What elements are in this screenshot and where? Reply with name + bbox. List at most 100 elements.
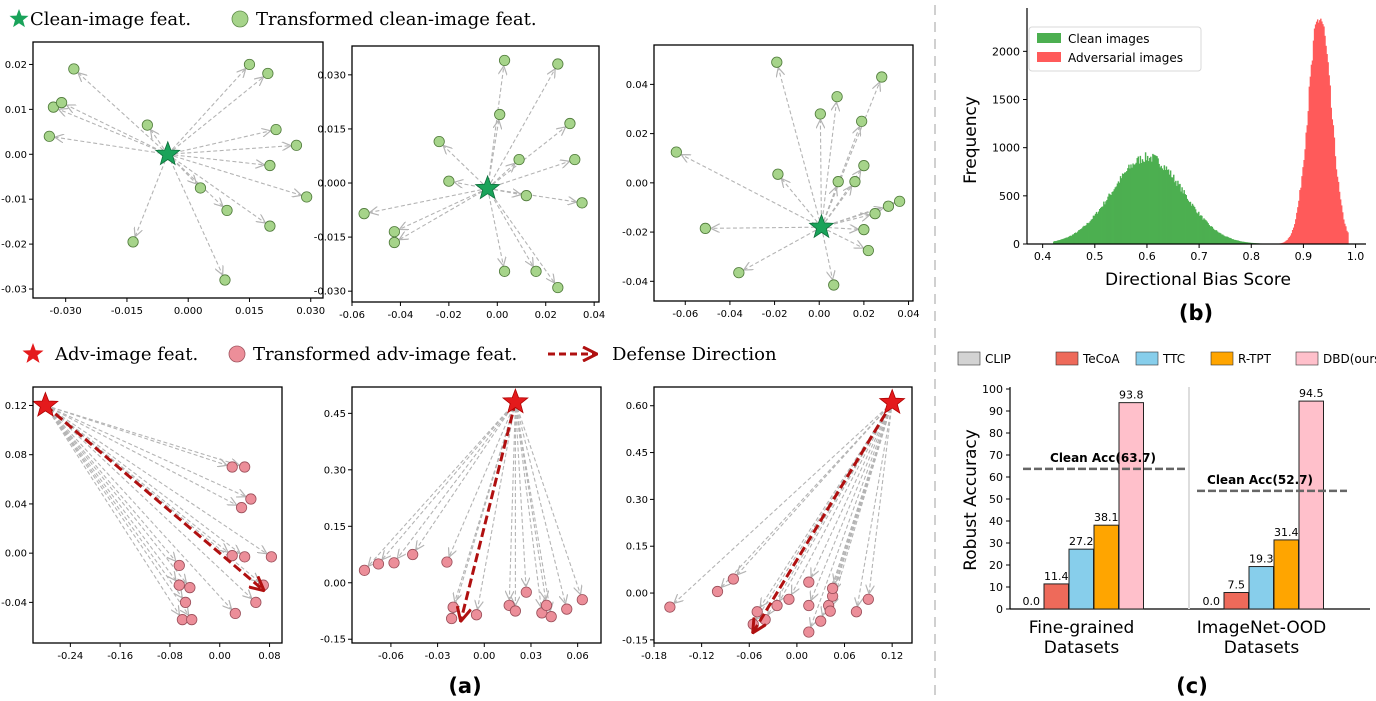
hist-bin xyxy=(1342,212,1344,244)
hist-bin xyxy=(1175,180,1177,244)
hist-bin xyxy=(1090,219,1093,244)
hist-bin xyxy=(1334,156,1337,244)
y-tick-label: 0 xyxy=(1013,238,1020,251)
hist-bin xyxy=(1321,21,1323,245)
arrow-link xyxy=(757,402,893,619)
hist-bin xyxy=(1223,235,1225,244)
hist-bin xyxy=(1296,212,1298,244)
y-tick-label: 70 xyxy=(989,449,1003,462)
hist-bin xyxy=(1229,237,1231,244)
bar xyxy=(1223,592,1249,610)
bar-value-label: 19.3 xyxy=(1249,553,1274,566)
hist-bin xyxy=(1066,237,1069,244)
arrow-link xyxy=(820,120,821,228)
hist-bin xyxy=(1178,184,1180,244)
panel-label-a: (a) xyxy=(448,674,481,698)
data-point xyxy=(815,615,827,627)
hist-bin xyxy=(1055,241,1057,244)
x-tick-label: 0.030 xyxy=(296,306,325,317)
arrow-link xyxy=(167,153,301,195)
hist-bin xyxy=(1340,205,1343,244)
y-tick-label: 0.15 xyxy=(626,542,648,553)
arrow-link xyxy=(823,402,893,615)
hist-bin xyxy=(1129,168,1131,244)
arrow-link xyxy=(812,402,893,577)
x-tick-label: 0.00 xyxy=(808,309,830,320)
hist-bin xyxy=(1098,209,1101,244)
data-point xyxy=(301,191,313,203)
x-tick-label: 0.6 xyxy=(1138,250,1156,263)
hist-bin xyxy=(1166,169,1169,244)
hist-bin xyxy=(1105,201,1107,244)
bar-legend-swatch xyxy=(1295,351,1319,366)
histogram-plot: 0.4 0.5 0.6 0.7 0.8 0.9 1.0 0 500 1000 1500 2000 Cle… xyxy=(992,8,1366,263)
y-tick-label: 100 xyxy=(982,383,1003,396)
hist-bin xyxy=(1097,211,1100,244)
hist-bin xyxy=(1328,75,1330,244)
hist-bin xyxy=(1168,174,1171,244)
data-point xyxy=(828,279,840,291)
arrow-link xyxy=(167,69,245,155)
hist-bin xyxy=(1325,45,1327,244)
arrow-link xyxy=(455,182,488,189)
bar-legend-label: TTC xyxy=(1162,352,1185,366)
hist-bin xyxy=(1205,220,1207,244)
hist-bin xyxy=(1167,169,1170,244)
data-point xyxy=(194,182,207,194)
y-tick-label: 0.60 xyxy=(626,401,648,412)
hist-bin xyxy=(1307,111,1310,244)
data-point xyxy=(447,601,459,613)
arrow-link xyxy=(449,401,516,556)
hist-bin xyxy=(1071,234,1074,244)
data-point xyxy=(388,236,400,249)
data-point xyxy=(433,135,445,148)
hist-bin xyxy=(1331,119,1334,244)
plot-frame xyxy=(653,386,913,644)
arrow-link xyxy=(514,401,550,610)
data-point xyxy=(576,197,588,209)
adv-scatter-plot-2: -0.06 -0.03 0.00 0.03 0.06 -0.15 0.00 0.15 0.30 0… xyxy=(320,386,602,662)
arrow-link xyxy=(167,131,270,155)
hist-bin xyxy=(1120,178,1123,244)
hist-bin xyxy=(1311,60,1314,244)
category-label: Datasets xyxy=(1044,638,1120,658)
hist-bin xyxy=(1304,149,1306,244)
hist-bin xyxy=(1174,182,1176,244)
hist-bin xyxy=(1290,233,1293,244)
hist-bin xyxy=(1316,19,1319,245)
hist-bin xyxy=(1197,213,1199,244)
hist-bin xyxy=(1116,183,1119,244)
hist-bin xyxy=(1072,234,1075,244)
data-point xyxy=(509,605,522,617)
arrow-link xyxy=(869,402,893,593)
hist-bin xyxy=(1312,40,1315,244)
hist-bin xyxy=(1343,219,1345,244)
y-tick-label: 50 xyxy=(989,493,1003,506)
x-tick-label: -0.08 xyxy=(157,651,183,662)
y-tick-label: 0.015 xyxy=(317,124,346,135)
y-tick-label: -0.04 xyxy=(622,277,648,288)
arrow-link xyxy=(712,227,822,228)
hist-bin xyxy=(1247,242,1249,244)
hist-bin xyxy=(1346,230,1348,244)
y-tick-label: 0.00 xyxy=(324,578,346,589)
x-tick-label: -0.04 xyxy=(717,309,743,320)
feature-star xyxy=(808,213,835,239)
hist-bin xyxy=(1058,240,1060,244)
hist-bin xyxy=(1337,181,1340,244)
hist-bin xyxy=(1213,229,1216,244)
hist-bin xyxy=(1286,239,1289,244)
data-point xyxy=(882,200,895,212)
feature-star xyxy=(154,140,181,166)
x-tick-label: -0.02 xyxy=(762,309,788,320)
bar-legend-swatch xyxy=(1055,351,1079,366)
arrow-link xyxy=(514,401,580,593)
hist-bin xyxy=(1245,242,1247,244)
data-point xyxy=(894,195,906,207)
bar-legend-swatch xyxy=(1135,351,1159,366)
y-tick-label: 0.00 xyxy=(5,549,27,560)
data-point xyxy=(858,224,870,236)
x-tick-label: -0.015 xyxy=(111,306,143,317)
hist-bin xyxy=(1300,187,1302,244)
y-tick-label: 0.01 xyxy=(5,105,27,116)
